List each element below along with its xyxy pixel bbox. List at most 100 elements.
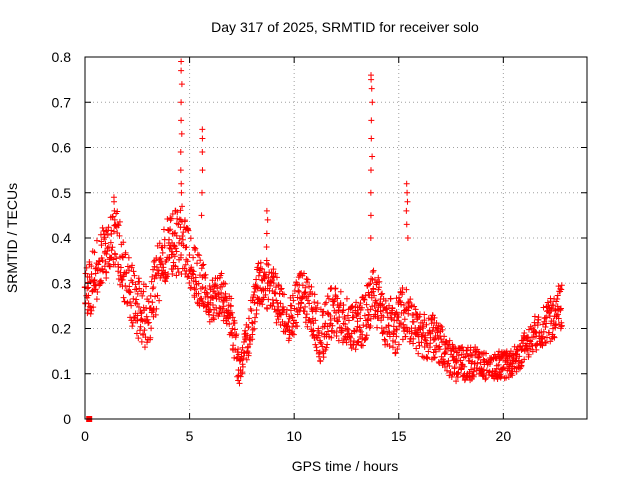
- data-point: [134, 290, 141, 297]
- data-point: [198, 189, 205, 196]
- data-point: [149, 285, 156, 292]
- data-point: [368, 117, 375, 124]
- data-point: [178, 130, 185, 137]
- data-point: [344, 325, 351, 332]
- data-point: [336, 314, 343, 321]
- data-point: [239, 363, 246, 370]
- data-point: [199, 126, 206, 133]
- data-point: [398, 301, 405, 308]
- data-point: [91, 277, 98, 284]
- data-point: [324, 293, 331, 300]
- data-point: [283, 311, 290, 318]
- data-point: [265, 274, 272, 281]
- data-point: [340, 301, 347, 308]
- data-point: [367, 323, 374, 330]
- data-point: [401, 316, 408, 323]
- data-point: [364, 316, 371, 323]
- data-point: [454, 370, 461, 377]
- data-point: [450, 353, 457, 360]
- data-point: [134, 317, 141, 324]
- data-point: [101, 234, 108, 241]
- data-point: [403, 221, 410, 228]
- data-point: [513, 368, 520, 375]
- data-point: [557, 285, 564, 292]
- data-point: [363, 332, 370, 339]
- data-point: [312, 308, 319, 315]
- data-point: [459, 344, 466, 351]
- data-point: [252, 314, 259, 321]
- y-axis-title: SRMTID / TECUs: [4, 183, 20, 293]
- data-point: [312, 341, 319, 348]
- data-point: [221, 294, 228, 301]
- data-point: [376, 284, 383, 291]
- data-point: [308, 328, 315, 335]
- data-point: [140, 288, 147, 295]
- data-point: [195, 290, 202, 297]
- data-point: [97, 279, 104, 286]
- data-point: [138, 338, 145, 345]
- data-point: [377, 308, 384, 315]
- data-point: [402, 333, 409, 340]
- data-point: [418, 339, 425, 346]
- data-point: [253, 307, 260, 314]
- data-point: [277, 300, 284, 307]
- data-point: [543, 334, 550, 341]
- data-point: [214, 285, 221, 292]
- data-point: [325, 295, 332, 302]
- data-point: [382, 297, 389, 304]
- data-point: [420, 323, 427, 330]
- axis-ticks: [84, 56, 587, 420]
- data-point: [421, 317, 428, 324]
- data-point: [375, 274, 382, 281]
- data-point: [137, 323, 144, 330]
- data-point: [245, 350, 252, 357]
- data-point: [202, 271, 209, 278]
- data-point: [89, 287, 96, 294]
- data-point: [194, 260, 201, 267]
- data-point: [245, 324, 252, 331]
- data-point: [192, 286, 199, 293]
- data-point: [349, 303, 356, 310]
- data-point: [548, 305, 555, 312]
- data-point: [275, 316, 282, 323]
- data-point: [230, 342, 237, 349]
- data-point: [361, 296, 368, 303]
- data-point: [119, 253, 126, 260]
- data-point: [298, 300, 305, 307]
- data-point: [362, 335, 369, 342]
- data-point: [88, 271, 95, 278]
- data-point: [110, 228, 117, 235]
- data-point: [145, 298, 152, 305]
- data-point: [295, 274, 302, 281]
- data-point: [432, 348, 439, 355]
- data-point: [392, 349, 399, 356]
- data-point: [529, 348, 536, 355]
- data-point: [416, 313, 423, 320]
- data-point: [87, 310, 94, 317]
- data-point: [199, 149, 206, 156]
- data-point: [245, 315, 252, 322]
- data-point: [302, 303, 309, 310]
- data-point: [495, 348, 502, 355]
- data-point: [186, 279, 193, 286]
- data-point: [334, 318, 341, 325]
- data-point: [132, 281, 139, 288]
- data-point: [127, 289, 134, 296]
- data-point: [550, 318, 557, 325]
- data-point: [183, 244, 190, 251]
- data-point: [544, 299, 551, 306]
- data-point: [289, 314, 296, 321]
- data-point: [423, 321, 430, 328]
- data-point: [470, 368, 477, 375]
- data-point: [302, 314, 309, 321]
- data-point: [179, 203, 186, 210]
- data-point: [474, 346, 481, 353]
- data-point: [182, 270, 189, 277]
- data-point: [429, 328, 436, 335]
- data-point: [284, 323, 291, 330]
- data-point: [431, 335, 438, 342]
- data-point: [389, 304, 396, 311]
- data-point: [370, 267, 377, 274]
- data-point: [353, 299, 360, 306]
- data-point: [437, 322, 444, 329]
